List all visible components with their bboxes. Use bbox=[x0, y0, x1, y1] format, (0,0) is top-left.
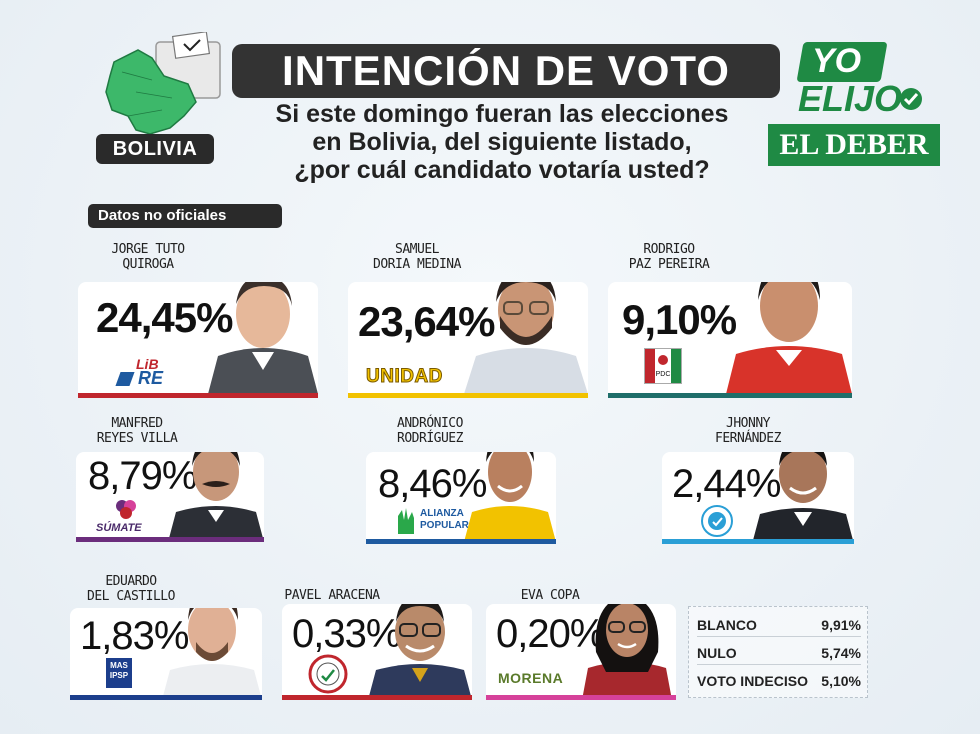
vote-percentage: 8,79% bbox=[88, 454, 197, 498]
candidate-name: RODRIGO PAZ PEREIRA bbox=[628, 242, 710, 272]
party-color-bar bbox=[662, 539, 854, 544]
libre-party-logo: LiB RE bbox=[115, 356, 188, 390]
row-label: NULO bbox=[697, 645, 737, 661]
candidate-name: ANDRÓNICO RODRÍGUEZ bbox=[397, 416, 463, 446]
candidate-photo bbox=[368, 604, 472, 700]
party-color-bar bbox=[608, 393, 852, 398]
candidate-photo bbox=[464, 452, 556, 542]
candidate-card-fernandez: 2,44% bbox=[662, 452, 854, 544]
question-line: en Bolivia, del siguiente listado, bbox=[312, 128, 692, 156]
table-row: BLANCO 9,91% bbox=[697, 613, 861, 637]
vote-percentage: 9,10% bbox=[622, 296, 737, 343]
sumate-party-logo: SÚMATE bbox=[92, 498, 162, 534]
pdc-party-logo: PDC bbox=[644, 348, 682, 384]
candidate-card-aracena: 0,33% bbox=[282, 604, 472, 700]
alianza-popular-logo: ALIANZA POPULAR bbox=[394, 504, 474, 538]
other-votes-table: BLANCO 9,91% NULO 5,74% VOTO INDECISO 5,… bbox=[688, 606, 868, 698]
row-value: 5,74% bbox=[821, 645, 861, 661]
party-color-bar bbox=[78, 393, 318, 398]
vote-percentage: 8,46% bbox=[378, 462, 487, 506]
candidate-photo bbox=[208, 282, 318, 394]
vote-percentage: 2,44% bbox=[672, 462, 781, 506]
candidate-name: JORGE TUTO QUIROGA bbox=[111, 242, 185, 272]
morena-party-logo: MORENA bbox=[498, 670, 564, 686]
disclaimer-badge: Datos no oficiales bbox=[88, 204, 282, 228]
candidate-card-doria-medina: 23,64% UNIDAD bbox=[348, 282, 588, 398]
candidate-name: SAMUEL DORIA MEDINA bbox=[373, 242, 461, 272]
libertad-y-progreso-logo bbox=[308, 654, 348, 694]
brand-top-line2: ELIJO bbox=[798, 78, 903, 119]
el-deber-logo: EL DEBER bbox=[768, 124, 940, 166]
candidate-card-reyes-villa: 8,79% SÚMATE bbox=[76, 452, 264, 542]
row-value: 9,91% bbox=[821, 617, 861, 633]
vote-percentage: 23,64% bbox=[358, 298, 495, 345]
candidate-card-rodriguez: 8,46% ALIANZA POPULAR bbox=[366, 452, 556, 544]
row-value: 5,10% bbox=[821, 673, 861, 689]
candidate-name: MANFRED REYES VILLA bbox=[96, 416, 178, 446]
candidate-card-del-castillo: 1,83% MAS IPSP bbox=[70, 608, 262, 700]
candidate-photo bbox=[752, 452, 854, 544]
party-color-bar bbox=[348, 393, 588, 398]
table-row: NULO 5,74% bbox=[697, 641, 861, 665]
party-color-bar bbox=[486, 695, 676, 700]
vote-percentage: 0,33% bbox=[292, 612, 401, 656]
mas-ipsp-logo: MAS IPSP bbox=[106, 658, 132, 688]
candidate-photo bbox=[464, 282, 588, 394]
unidad-party-logo: UNIDAD bbox=[366, 366, 443, 388]
candidate-card-copa: 0,20% MORENA bbox=[486, 604, 676, 700]
country-label: BOLIVIA bbox=[96, 134, 214, 164]
table-row: VOTO INDECISO 5,10% bbox=[697, 669, 861, 693]
question-line: ¿por cuál candidato votaría usted? bbox=[294, 156, 710, 184]
vote-percentage: 24,45% bbox=[96, 294, 233, 341]
candidate-photo bbox=[168, 452, 264, 542]
row-label: BLANCO bbox=[697, 617, 757, 633]
page-title: INTENCIÓN DE VOTO bbox=[232, 44, 780, 98]
candidate-card-quiroga: 24,45% LiB RE bbox=[78, 282, 318, 398]
candidate-photo bbox=[582, 604, 672, 700]
candidate-name: JHONNY FERNÁNDEZ bbox=[715, 416, 781, 446]
row-label: VOTO INDECISO bbox=[697, 673, 808, 689]
party-color-bar bbox=[282, 695, 472, 700]
question-line: Si este domingo fueran las elecciones bbox=[275, 100, 729, 128]
yo-elijo-logo: YO ELIJO bbox=[790, 40, 930, 120]
candidate-photo bbox=[726, 282, 852, 394]
candidate-name: EDUARDO DEL CASTILLO bbox=[87, 574, 175, 604]
party-color-bar bbox=[76, 537, 264, 542]
candidate-card-paz-pereira: 9,10% PDC bbox=[608, 282, 852, 398]
candidate-name: EVA COPA bbox=[520, 588, 580, 603]
bolivia-map-ballot-icon bbox=[105, 32, 221, 135]
vote-percentage: 0,20% bbox=[496, 612, 605, 656]
brand-top-line1: YO bbox=[812, 42, 862, 80]
checkmark-icon bbox=[900, 88, 922, 110]
vote-percentage: 1,83% bbox=[80, 614, 189, 658]
fuerza-del-pueblo-logo bbox=[701, 505, 733, 537]
party-color-bar bbox=[366, 539, 556, 544]
candidate-photo bbox=[162, 608, 262, 700]
survey-question: Si este domingo fueran las elecciones en… bbox=[222, 100, 782, 184]
party-color-bar bbox=[70, 695, 262, 700]
candidate-name: PAVEL ARACENA bbox=[284, 588, 380, 603]
